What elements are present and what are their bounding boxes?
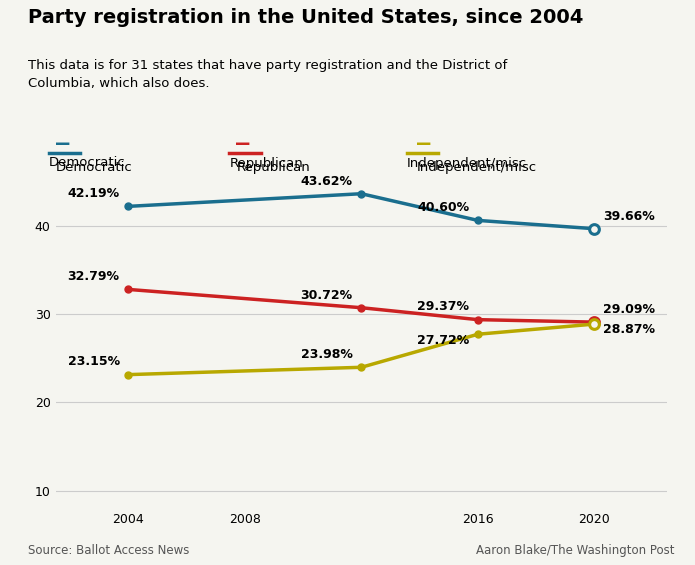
Text: —: —: [236, 134, 250, 154]
Text: Aaron Blake/The Washington Post: Aaron Blake/The Washington Post: [475, 544, 674, 557]
Text: This data is for 31 states that have party registration and the District of
Colu: This data is for 31 states that have par…: [28, 59, 507, 90]
Text: Democratic: Democratic: [56, 161, 132, 174]
Text: 28.87%: 28.87%: [603, 323, 655, 336]
Text: 27.72%: 27.72%: [417, 333, 469, 346]
Text: Party registration in the United States, since 2004: Party registration in the United States,…: [28, 8, 583, 28]
Text: Independent/misc: Independent/misc: [417, 161, 537, 174]
Text: Source: Ballot Access News: Source: Ballot Access News: [28, 544, 189, 557]
Text: 29.37%: 29.37%: [417, 301, 469, 314]
Text: Republican: Republican: [229, 157, 303, 170]
Text: 23.15%: 23.15%: [67, 355, 120, 368]
Text: —: —: [56, 134, 69, 154]
Text: 29.09%: 29.09%: [603, 303, 655, 316]
Text: Independent/misc: Independent/misc: [407, 157, 527, 170]
Text: 39.66%: 39.66%: [603, 210, 655, 223]
Text: Democratic: Democratic: [49, 157, 125, 170]
Text: 23.98%: 23.98%: [301, 348, 352, 361]
Text: 32.79%: 32.79%: [67, 270, 120, 283]
Text: Republican: Republican: [236, 161, 310, 174]
Text: 42.19%: 42.19%: [67, 187, 120, 200]
Text: —: —: [417, 134, 430, 154]
Text: 43.62%: 43.62%: [301, 175, 352, 188]
Text: 40.60%: 40.60%: [417, 201, 469, 214]
Text: 30.72%: 30.72%: [300, 289, 352, 302]
